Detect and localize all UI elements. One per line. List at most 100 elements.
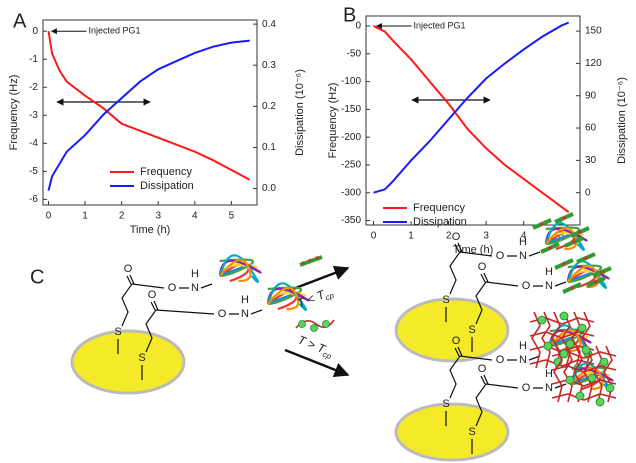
polymer-bead xyxy=(572,240,576,244)
y-tick-label: -350 xyxy=(341,215,361,226)
y-tick-label: -1 xyxy=(29,54,38,65)
atom-label: N xyxy=(241,308,249,320)
polymer-bead xyxy=(570,286,574,290)
y2-axis-label: Dissipation (10⁻⁶) xyxy=(294,69,306,156)
series-line xyxy=(47,39,250,191)
polymer-chain xyxy=(551,365,617,373)
atom-label: O xyxy=(478,261,487,273)
atom-label: H xyxy=(519,340,527,352)
polymer-bead xyxy=(578,230,582,234)
x-tick-label: 4 xyxy=(192,211,198,222)
bond xyxy=(141,300,239,380)
polymer-bead xyxy=(315,256,319,260)
polymer-globule xyxy=(581,345,591,355)
atom-label: O xyxy=(148,289,157,301)
polymer-chain xyxy=(551,379,617,387)
polymer-chain xyxy=(593,345,603,403)
x-tick-label: 5 xyxy=(229,211,235,222)
series-line xyxy=(47,31,251,181)
atom-label: H xyxy=(545,266,553,278)
atom-label: O xyxy=(124,263,133,275)
y-tick-label: 0 xyxy=(32,26,38,37)
y2-tick-label: 0.1 xyxy=(262,142,276,153)
polymer-chain xyxy=(529,359,595,367)
polymer-globule xyxy=(310,324,318,332)
polymer-globule xyxy=(543,341,553,351)
polymer-globule xyxy=(605,383,615,393)
y-axis-label: Frequency (Hz) xyxy=(327,83,339,159)
y-tick-label: -150 xyxy=(341,104,361,115)
polymer-bead xyxy=(548,246,552,250)
protein-coil xyxy=(219,258,252,283)
atom-label: O xyxy=(496,250,505,262)
atom-label: O xyxy=(522,280,531,292)
polymer-globule xyxy=(577,323,587,333)
polymer-bead xyxy=(540,222,544,226)
y-tick-label: -200 xyxy=(341,132,361,143)
x-tick-label: 0 xyxy=(371,231,377,242)
x-tick-label: 5 xyxy=(558,231,564,242)
atom-label: H xyxy=(545,368,553,380)
atom-label: N xyxy=(519,250,527,262)
polymer-bead xyxy=(562,262,566,266)
bond xyxy=(554,281,567,287)
polymer-globule xyxy=(298,320,306,328)
atom-label: N xyxy=(545,280,553,292)
x-tick-label: 0 xyxy=(46,211,52,222)
y2-tick-label: 0.2 xyxy=(262,101,276,112)
legend-label: Dissipation xyxy=(140,180,194,192)
polymer-globule xyxy=(599,357,609,367)
atom-label: N xyxy=(519,354,527,366)
protein-coil xyxy=(571,366,604,391)
atom-label: O xyxy=(452,335,461,347)
polymer-bead xyxy=(600,270,604,274)
gold-surface xyxy=(394,402,510,462)
annotation: Injected PG1 xyxy=(414,20,466,30)
y-tick-label: -6 xyxy=(29,194,38,205)
x-tick-label: 3 xyxy=(483,231,489,242)
polymer-bead xyxy=(584,256,588,260)
polymer-bead xyxy=(562,216,566,220)
atom-label: S xyxy=(114,326,121,338)
y2-tick-label: 30 xyxy=(585,155,597,166)
protein-coil xyxy=(567,264,600,289)
polymer-chain xyxy=(571,311,581,369)
y-tick-label: -250 xyxy=(341,160,361,171)
polymer-globule xyxy=(322,320,330,328)
atom-label: H xyxy=(241,294,249,306)
y-tick-label: -2 xyxy=(29,82,38,93)
atom-label: S xyxy=(468,426,475,438)
y-axis-label: Frequency (Hz) xyxy=(8,75,20,151)
polymer-chain xyxy=(551,393,617,401)
bond xyxy=(250,309,263,315)
plot-frame xyxy=(42,19,258,206)
gold-surface xyxy=(394,297,510,363)
polymer-bead xyxy=(594,280,598,284)
polymer-globule xyxy=(565,375,575,385)
y-tick-label: -300 xyxy=(341,187,361,198)
protein-coil xyxy=(267,286,300,311)
polymer-globule xyxy=(565,339,575,349)
reaction-arrow xyxy=(284,348,350,377)
atom-label: S xyxy=(442,294,449,306)
atom-label: O xyxy=(168,282,177,294)
atom-label: S xyxy=(442,398,449,410)
bond xyxy=(528,251,541,257)
atom-label: O xyxy=(522,382,531,394)
y2-tick-label: 0 xyxy=(585,187,591,198)
protein-coil xyxy=(549,328,582,353)
polymer-globule xyxy=(559,311,569,321)
atom-label: H xyxy=(519,236,527,248)
y-tick-label: -3 xyxy=(29,110,38,121)
y-tick-label: -100 xyxy=(341,76,361,87)
condition-sub: cp xyxy=(324,291,336,303)
polymer-globule xyxy=(595,397,605,407)
annotation: Injected PG1 xyxy=(88,26,140,36)
polymer-globule xyxy=(559,349,569,359)
y-tick-label: -5 xyxy=(29,166,38,177)
atom-label: O xyxy=(478,363,487,375)
y2-tick-label: 90 xyxy=(585,90,597,101)
y2-tick-label: 0.4 xyxy=(262,19,276,30)
atom-label: S xyxy=(138,352,145,364)
atom-label: O xyxy=(452,231,461,243)
